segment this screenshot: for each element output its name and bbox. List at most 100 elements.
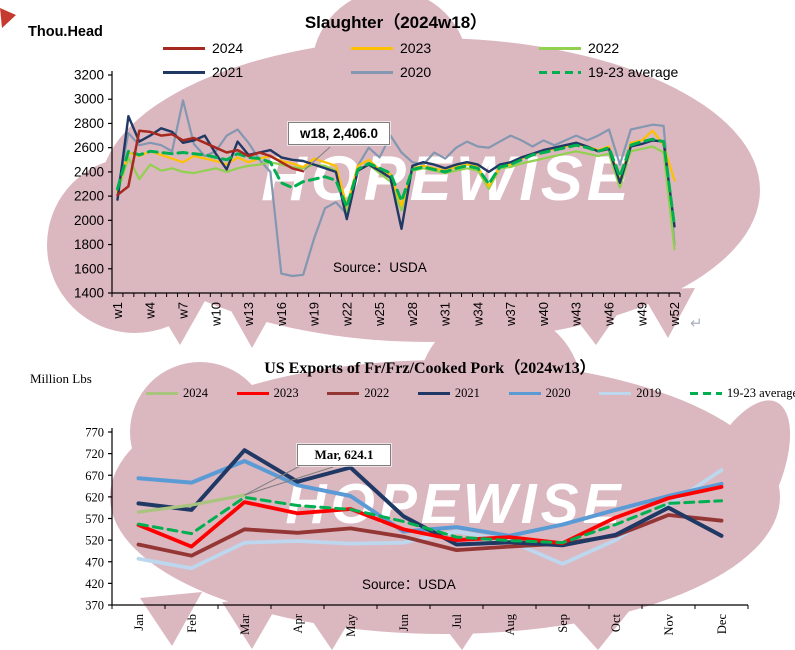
svg-text:Feb: Feb — [185, 614, 199, 633]
svg-text:w13: w13 — [241, 302, 256, 327]
svg-text:1400: 1400 — [74, 286, 104, 301]
svg-text:w46: w46 — [602, 302, 617, 327]
legend-label: 2024 — [183, 386, 208, 400]
legend-swatch-2024 — [163, 46, 205, 50]
legend-swatch-2021 — [417, 391, 450, 396]
svg-text:w52: w52 — [667, 302, 682, 327]
legend-item-2021: 2021 — [417, 386, 480, 401]
legend-swatch-19-23-average — [689, 391, 722, 396]
legend-label: 2022 — [588, 40, 620, 56]
svg-text:w1: w1 — [110, 302, 125, 320]
slaughter-x-axis-labels: w1 w4 w7 w10 w13 w16 w19 w22 w25 w28 w31 w34 w37 w40 w… — [110, 302, 682, 327]
legend-swatch-2022 — [327, 391, 360, 396]
svg-text:Dec: Dec — [715, 614, 729, 635]
svg-text:670: 670 — [85, 469, 104, 483]
svg-text:420: 420 — [85, 577, 104, 591]
svg-text:w19: w19 — [307, 302, 322, 327]
legend-swatch-2024 — [146, 391, 178, 396]
legend-item-2020: 2020 — [351, 64, 539, 80]
svg-text:Oct: Oct — [609, 613, 623, 632]
svg-text:w16: w16 — [274, 302, 289, 327]
svg-text:520: 520 — [85, 534, 104, 548]
pork-exports-chart-title: US Exports of Fr/Frz/Cooked Pork（2024w13… — [264, 360, 596, 377]
legend-item-2022: 2022 — [539, 40, 759, 56]
svg-text:w31: w31 — [438, 302, 453, 327]
svg-text:2600: 2600 — [74, 140, 104, 155]
corner-red-claw-tip — [0, 8, 16, 28]
svg-text:770: 770 — [85, 426, 104, 440]
legend-item-19-23-average: 19-23 average — [539, 64, 759, 80]
pork-exports-x-axis-labels: Jan Feb Mar Apr May Jun Jul Aug Sep Oct Nov Dec — [132, 613, 729, 637]
pork-exports-source-label: Source：USDA — [362, 577, 456, 592]
svg-text:2000: 2000 — [74, 213, 104, 228]
pork-exports-series-line-2024 — [136, 493, 247, 514]
svg-text:w7: w7 — [176, 302, 191, 320]
svg-text:720: 720 — [85, 447, 104, 461]
pork-exports-axes — [108, 428, 749, 609]
legend-label: 2023 — [273, 386, 299, 400]
svg-text:3200: 3200 — [74, 68, 104, 83]
legend-item-2019: 2019 — [599, 386, 661, 401]
legend-label: 2022 — [364, 386, 390, 400]
pork-exports-legend: 2024 2023 2022 2021 2020 2019 19-23 average — [146, 386, 795, 401]
legend-swatch-2020 — [508, 391, 541, 396]
svg-text:Apr: Apr — [291, 613, 305, 633]
legend-label: 2021 — [454, 386, 480, 400]
svg-text:w37: w37 — [503, 302, 518, 327]
svg-text:Sep: Sep — [556, 614, 570, 633]
svg-text:May: May — [344, 613, 358, 637]
legend-swatch-2019 — [599, 391, 632, 396]
legend-item-2024: 2024 — [146, 386, 208, 401]
slaughter-legend: 2024 2023 2022 2021 2020 19-23 average — [163, 40, 759, 80]
paragraph-mark: ↵ — [690, 315, 703, 332]
pork-exports-unit-label: Million Lbs — [30, 371, 92, 386]
legend-swatch-2021 — [163, 70, 205, 74]
slaughter-chart-title: Slaughter（2024w18） — [304, 13, 488, 32]
legend-item-2021: 2021 — [163, 64, 351, 80]
pork-exports-y-axis-labels: 770 720 670 620 570 520 470 420 370 — [85, 426, 104, 613]
pork-exports: 770 720 670 620 570 520 470 420 370 Jan Feb Mar Apr M… — [85, 426, 749, 637]
svg-text:w40: w40 — [536, 302, 551, 327]
slaughter-source-label: Source：USDA — [333, 260, 427, 275]
svg-text:1800: 1800 — [74, 237, 104, 252]
legend-swatch-2023 — [236, 391, 269, 396]
slaughter-series-line-2020 — [116, 99, 676, 278]
svg-text:w25: w25 — [372, 302, 387, 327]
legend-item-2020: 2020 — [508, 386, 571, 401]
svg-text:w4: w4 — [143, 302, 158, 320]
slaughter-series-line-2022 — [116, 145, 676, 251]
legend-label: 2021 — [212, 64, 244, 80]
legend-swatch-2020 — [351, 70, 393, 74]
slaughter-unit-label: Thou.Head — [28, 24, 103, 40]
legend-item-2023: 2023 — [351, 40, 539, 56]
svg-text:2400: 2400 — [74, 164, 104, 179]
legend-label: 2024 — [212, 40, 244, 56]
svg-text:470: 470 — [85, 555, 104, 569]
svg-text:w49: w49 — [634, 302, 649, 327]
svg-text:Jul: Jul — [450, 613, 464, 628]
slaughter: 3200 3000 2800 2600 2400 2200 2000 1800 1600 1400… — [74, 68, 682, 327]
legend-item-19-23-average: 19-23 average — [689, 386, 795, 401]
svg-text:Aug: Aug — [503, 613, 517, 635]
slaughter-annotation-leader — [302, 146, 331, 172]
svg-text:w10: w10 — [208, 302, 223, 327]
svg-text:Mar: Mar — [238, 613, 252, 635]
svg-text:Jun: Jun — [397, 613, 411, 631]
slaughter-series-line-19-23-average — [116, 137, 676, 228]
svg-text:2200: 2200 — [74, 189, 104, 204]
legend-label: 2020 — [400, 64, 432, 80]
legend-label: 19-23 average — [726, 386, 795, 400]
svg-text:570: 570 — [85, 512, 104, 526]
svg-text:620: 620 — [85, 490, 104, 504]
svg-text:1600: 1600 — [74, 261, 104, 276]
legend-label: 2023 — [400, 40, 432, 56]
pork-exports-series-line-2023 — [136, 484, 724, 549]
legend-label: 2020 — [545, 386, 571, 400]
legend-swatch-2023 — [351, 46, 393, 50]
legend-label: 19-23 average — [588, 64, 679, 80]
legend-swatch-2022 — [539, 46, 581, 50]
